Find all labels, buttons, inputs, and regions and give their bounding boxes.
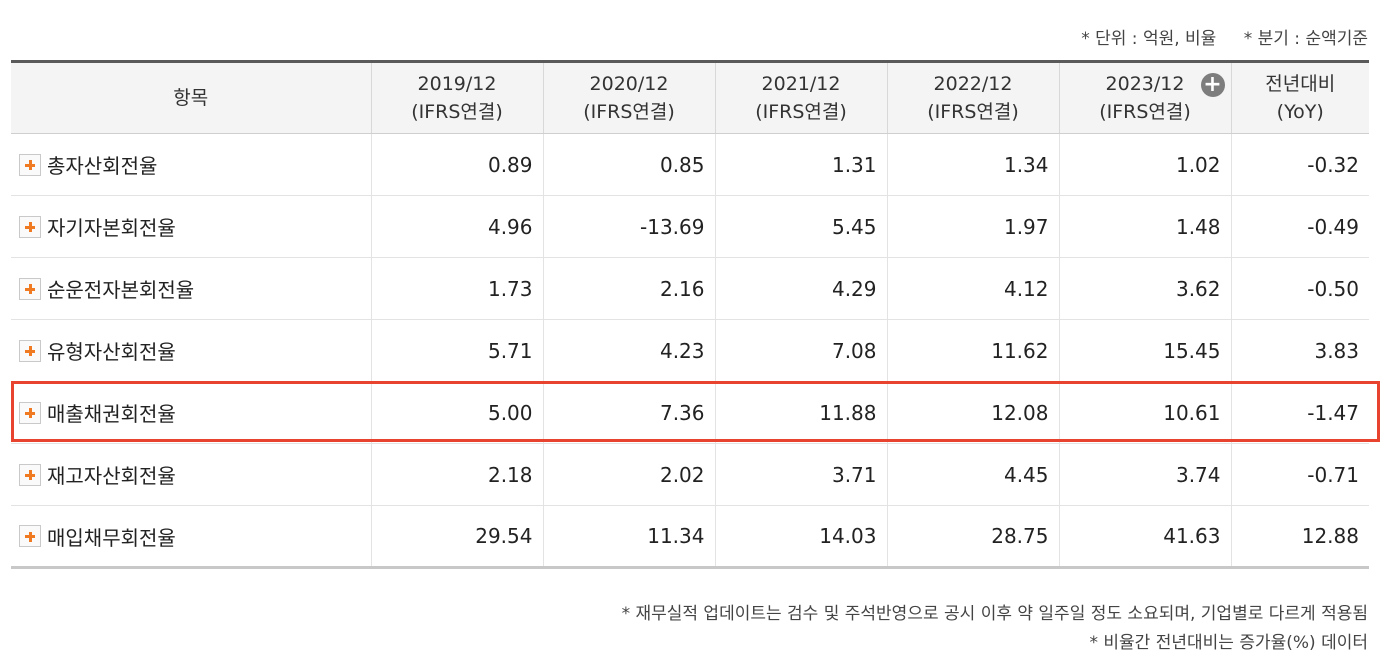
row-label: 유형자산회전율	[47, 340, 176, 364]
value-cell: 1.73	[370, 257, 543, 320]
row-label-cell: 재고자산회전율	[11, 443, 371, 506]
header-item: 항목	[11, 60, 371, 134]
value-cell: 12.88	[1230, 505, 1369, 569]
row-label: 매입채무회전율	[47, 525, 176, 550]
row-label-cell: 순운전자본회전율	[11, 257, 371, 320]
value-cell: 15.45	[1058, 319, 1231, 382]
expand-plus-icon[interactable]	[19, 153, 41, 176]
table-row: 매출채권회전율 5.00 7.36 11.88 12.08 10.61 -1.47	[11, 381, 1369, 444]
row-label-cell: 매입채무회전율	[11, 505, 371, 569]
expand-plus-icon[interactable]	[19, 339, 41, 362]
value-cell: -0.71	[1230, 443, 1369, 506]
footnote-2: * 비율간 전년대비는 증가율(%) 데이터	[1089, 633, 1369, 653]
table-header-row: 항목 2019/12 (IFRS연결) 2020/12 (IFRS연결) 2021/…	[11, 60, 1369, 134]
value-cell: 3.71	[714, 443, 887, 506]
row-label: 총자산회전율	[47, 154, 158, 178]
table-row: 순운전자본회전율 1.73 2.16 4.29 4.12 3.62 -0.50	[11, 257, 1369, 320]
value-cell: 1.34	[886, 133, 1059, 196]
value-cell: 10.61	[1058, 381, 1231, 444]
value-cell: 3.62	[1058, 257, 1231, 320]
row-label-cell: 자기자본회전율	[11, 195, 371, 258]
row-label-cell: 총자산회전율	[11, 133, 371, 196]
value-cell: 2.18	[370, 443, 543, 506]
value-cell: 11.62	[886, 319, 1059, 382]
value-cell: -0.49	[1230, 195, 1369, 258]
value-cell: -1.47	[1230, 381, 1369, 444]
value-cell: 14.03	[714, 505, 887, 569]
value-cell: 3.83	[1230, 319, 1369, 382]
header-yoy: 전년대비 (YoY)	[1230, 60, 1369, 134]
value-cell: 4.45	[886, 443, 1059, 506]
value-cell: 0.89	[370, 133, 543, 196]
value-cell: 5.00	[370, 381, 543, 444]
plus-circle-icon[interactable]: +	[1200, 73, 1225, 97]
unit-note-quarter: * 분기 : 순액기준	[1243, 29, 1368, 49]
row-label: 자기자본회전율	[47, 216, 176, 240]
row-label: 순운전자본회전율	[47, 278, 195, 302]
value-cell: 7.08	[714, 319, 887, 382]
value-cell: 1.02	[1058, 133, 1231, 196]
value-cell: 7.36	[542, 381, 715, 444]
value-cell: 1.97	[886, 195, 1059, 258]
unit-note: * 단위 : 억원, 비율 * 분기 : 순액기준	[1081, 24, 1368, 49]
expand-plus-icon[interactable]	[19, 277, 41, 300]
table-row: 자기자본회전율 4.96 -13.69 5.45 1.97 1.48 -0.49	[11, 195, 1369, 258]
value-cell: 4.23	[542, 319, 715, 382]
value-cell: 4.96	[370, 195, 543, 258]
value-cell: 5.71	[370, 319, 543, 382]
value-cell: -0.32	[1230, 133, 1369, 196]
header-2022: 2022/12 (IFRS연결)	[886, 60, 1059, 134]
value-cell: 5.45	[714, 195, 887, 258]
header-2023: 2023/12 (IFRS연결) +	[1058, 60, 1231, 134]
table-row: 총자산회전율 0.89 0.85 1.31 1.34 1.02 -0.32	[11, 133, 1369, 196]
value-cell: 12.08	[886, 381, 1059, 444]
value-cell: 2.02	[542, 443, 715, 506]
row-label: 재고자산회전율	[47, 464, 176, 488]
value-cell: 11.88	[714, 381, 887, 444]
value-cell: 1.48	[1058, 195, 1231, 258]
value-cell: 0.85	[542, 133, 715, 196]
row-label-cell: 매출채권회전율	[11, 381, 371, 444]
header-2019: 2019/12 (IFRS연결)	[370, 60, 543, 134]
header-2021: 2021/12 (IFRS연결)	[714, 60, 887, 134]
table-row: 매입채무회전율 29.54 11.34 14.03 28.75 41.63 12.88	[11, 505, 1369, 569]
expand-plus-icon[interactable]	[19, 525, 41, 547]
expand-plus-icon[interactable]	[19, 401, 41, 424]
value-cell: 41.63	[1058, 505, 1231, 569]
value-cell: 1.31	[714, 133, 887, 196]
financial-ratio-table: 항목 2019/12 (IFRS연결) 2020/12 (IFRS연결) 2021/…	[11, 60, 1369, 569]
header-2020: 2020/12 (IFRS연결)	[542, 60, 715, 134]
value-cell: 28.75	[886, 505, 1059, 569]
value-cell: 4.12	[886, 257, 1059, 320]
value-cell: 29.54	[370, 505, 543, 569]
value-cell: 11.34	[542, 505, 715, 569]
value-cell: 3.74	[1058, 443, 1231, 506]
row-label-cell: 유형자산회전율	[11, 319, 371, 382]
value-cell: -13.69	[542, 195, 715, 258]
row-label: 매출채권회전율	[47, 402, 176, 426]
footnote-1: * 재무실적 업데이트는 검수 및 주석반영으로 공시 이후 약 일주일 정도 …	[621, 604, 1368, 624]
value-cell: 4.29	[714, 257, 887, 320]
expand-plus-icon[interactable]	[19, 215, 41, 238]
table-row: 재고자산회전율 2.18 2.02 3.71 4.45 3.74 -0.71	[11, 443, 1369, 506]
expand-plus-icon[interactable]	[19, 463, 41, 486]
value-cell: -0.50	[1230, 257, 1369, 320]
value-cell: 2.16	[542, 257, 715, 320]
footnotes: * 재무실적 업데이트는 검수 및 주석반영으로 공시 이후 약 일주일 정도 …	[622, 600, 1368, 658]
table-row: 유형자산회전율 5.71 4.23 7.08 11.62 15.45 3.83	[11, 319, 1369, 382]
unit-note-unit: * 단위 : 억원, 비율	[1081, 29, 1217, 49]
